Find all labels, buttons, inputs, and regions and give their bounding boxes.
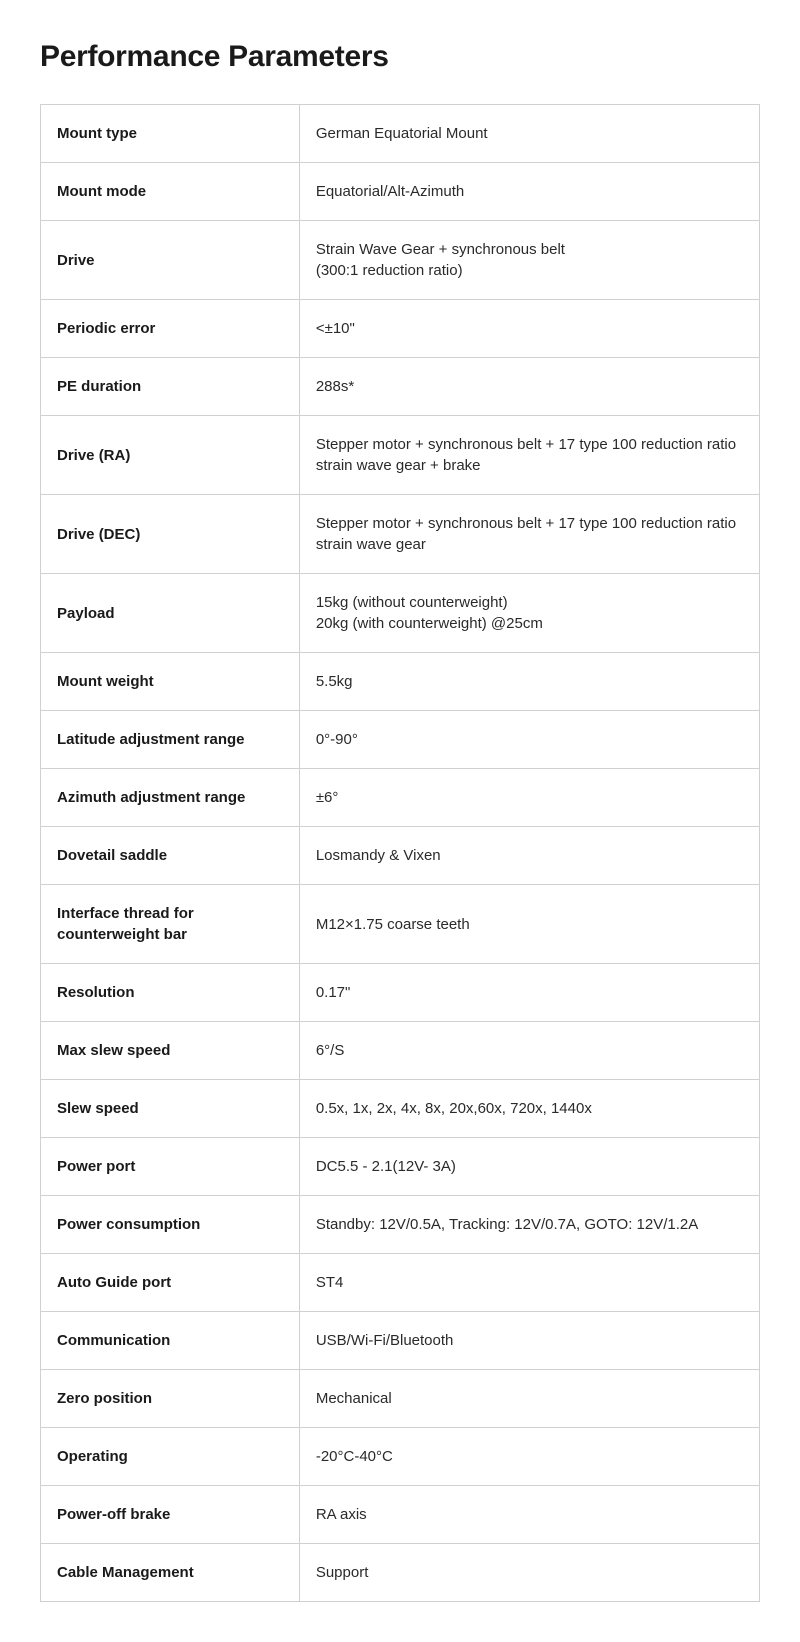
- spec-label: Power-off brake: [41, 1486, 300, 1544]
- table-row: Slew speed0.5x, 1x, 2x, 4x, 8x, 20x,60x,…: [41, 1080, 760, 1138]
- table-row: Latitude adjustment range0°-90°: [41, 711, 760, 769]
- specs-table: Mount typeGerman Equatorial MountMount m…: [40, 104, 760, 1602]
- spec-value: Stepper motor + synchronous belt + 17 ty…: [299, 495, 759, 574]
- spec-value: 288s*: [299, 358, 759, 416]
- spec-value: <±10": [299, 300, 759, 358]
- spec-value: 6°/S: [299, 1022, 759, 1080]
- spec-label: Power consumption: [41, 1196, 300, 1254]
- spec-value: Equatorial/Alt-Azimuth: [299, 163, 759, 221]
- spec-value: Strain Wave Gear + synchronous belt (300…: [299, 221, 759, 300]
- table-row: Interface thread for counterweight barM1…: [41, 885, 760, 964]
- table-row: Operating-20°C-40°C: [41, 1428, 760, 1486]
- table-row: Power-off brakeRA axis: [41, 1486, 760, 1544]
- spec-label: Mount weight: [41, 653, 300, 711]
- spec-value: RA axis: [299, 1486, 759, 1544]
- table-row: Drive (DEC)Stepper motor + synchronous b…: [41, 495, 760, 574]
- spec-label: Operating: [41, 1428, 300, 1486]
- spec-value: Mechanical: [299, 1370, 759, 1428]
- spec-value: ±6°: [299, 769, 759, 827]
- spec-value: DC5.5 - 2.1(12V- 3A): [299, 1138, 759, 1196]
- spec-label: Zero position: [41, 1370, 300, 1428]
- spec-label: Mount mode: [41, 163, 300, 221]
- spec-label: Mount type: [41, 105, 300, 163]
- spec-value: USB/Wi-Fi/Bluetooth: [299, 1312, 759, 1370]
- page-title: Performance Parameters: [40, 40, 760, 74]
- spec-label: Drive: [41, 221, 300, 300]
- spec-value: 5.5kg: [299, 653, 759, 711]
- specs-table-body: Mount typeGerman Equatorial MountMount m…: [41, 105, 760, 1602]
- spec-value: 0°-90°: [299, 711, 759, 769]
- table-row: Payload15kg (without counterweight) 20kg…: [41, 574, 760, 653]
- spec-value: Standby: 12V/0.5A, Tracking: 12V/0.7A, G…: [299, 1196, 759, 1254]
- spec-value: Losmandy & Vixen: [299, 827, 759, 885]
- table-row: Mount modeEquatorial/Alt-Azimuth: [41, 163, 760, 221]
- spec-value: ST4: [299, 1254, 759, 1312]
- table-row: Mount typeGerman Equatorial Mount: [41, 105, 760, 163]
- table-row: Periodic error<±10": [41, 300, 760, 358]
- spec-value: German Equatorial Mount: [299, 105, 759, 163]
- spec-label: Drive (RA): [41, 416, 300, 495]
- spec-label: Max slew speed: [41, 1022, 300, 1080]
- spec-label: Cable Management: [41, 1544, 300, 1602]
- spec-label: Latitude adjustment range: [41, 711, 300, 769]
- spec-label: Interface thread for counterweight bar: [41, 885, 300, 964]
- spec-value: M12×1.75 coarse teeth: [299, 885, 759, 964]
- spec-label: Periodic error: [41, 300, 300, 358]
- spec-value: 15kg (without counterweight) 20kg (with …: [299, 574, 759, 653]
- table-row: Zero positionMechanical: [41, 1370, 760, 1428]
- spec-label: Slew speed: [41, 1080, 300, 1138]
- table-row: Power consumptionStandby: 12V/0.5A, Trac…: [41, 1196, 760, 1254]
- spec-label: Dovetail saddle: [41, 827, 300, 885]
- spec-label: Azimuth adjustment range: [41, 769, 300, 827]
- spec-label: Resolution: [41, 964, 300, 1022]
- table-row: Auto Guide portST4: [41, 1254, 760, 1312]
- table-row: PE duration288s*: [41, 358, 760, 416]
- spec-value: Stepper motor + synchronous belt + 17 ty…: [299, 416, 759, 495]
- table-row: Resolution0.17": [41, 964, 760, 1022]
- spec-value: -20°C-40°C: [299, 1428, 759, 1486]
- spec-label: Power port: [41, 1138, 300, 1196]
- table-row: Dovetail saddleLosmandy & Vixen: [41, 827, 760, 885]
- table-row: Cable ManagementSupport: [41, 1544, 760, 1602]
- table-row: Azimuth adjustment range±6°: [41, 769, 760, 827]
- spec-label: PE duration: [41, 358, 300, 416]
- spec-label: Drive (DEC): [41, 495, 300, 574]
- table-row: Drive (RA)Stepper motor + synchronous be…: [41, 416, 760, 495]
- table-row: Mount weight5.5kg: [41, 653, 760, 711]
- table-row: CommunicationUSB/Wi-Fi/Bluetooth: [41, 1312, 760, 1370]
- spec-label: Auto Guide port: [41, 1254, 300, 1312]
- spec-label: Payload: [41, 574, 300, 653]
- spec-value: 0.17": [299, 964, 759, 1022]
- table-row: Power portDC5.5 - 2.1(12V- 3A): [41, 1138, 760, 1196]
- spec-value: 0.5x, 1x, 2x, 4x, 8x, 20x,60x, 720x, 144…: [299, 1080, 759, 1138]
- table-row: DriveStrain Wave Gear + synchronous belt…: [41, 221, 760, 300]
- spec-value: Support: [299, 1544, 759, 1602]
- spec-label: Communication: [41, 1312, 300, 1370]
- table-row: Max slew speed6°/S: [41, 1022, 760, 1080]
